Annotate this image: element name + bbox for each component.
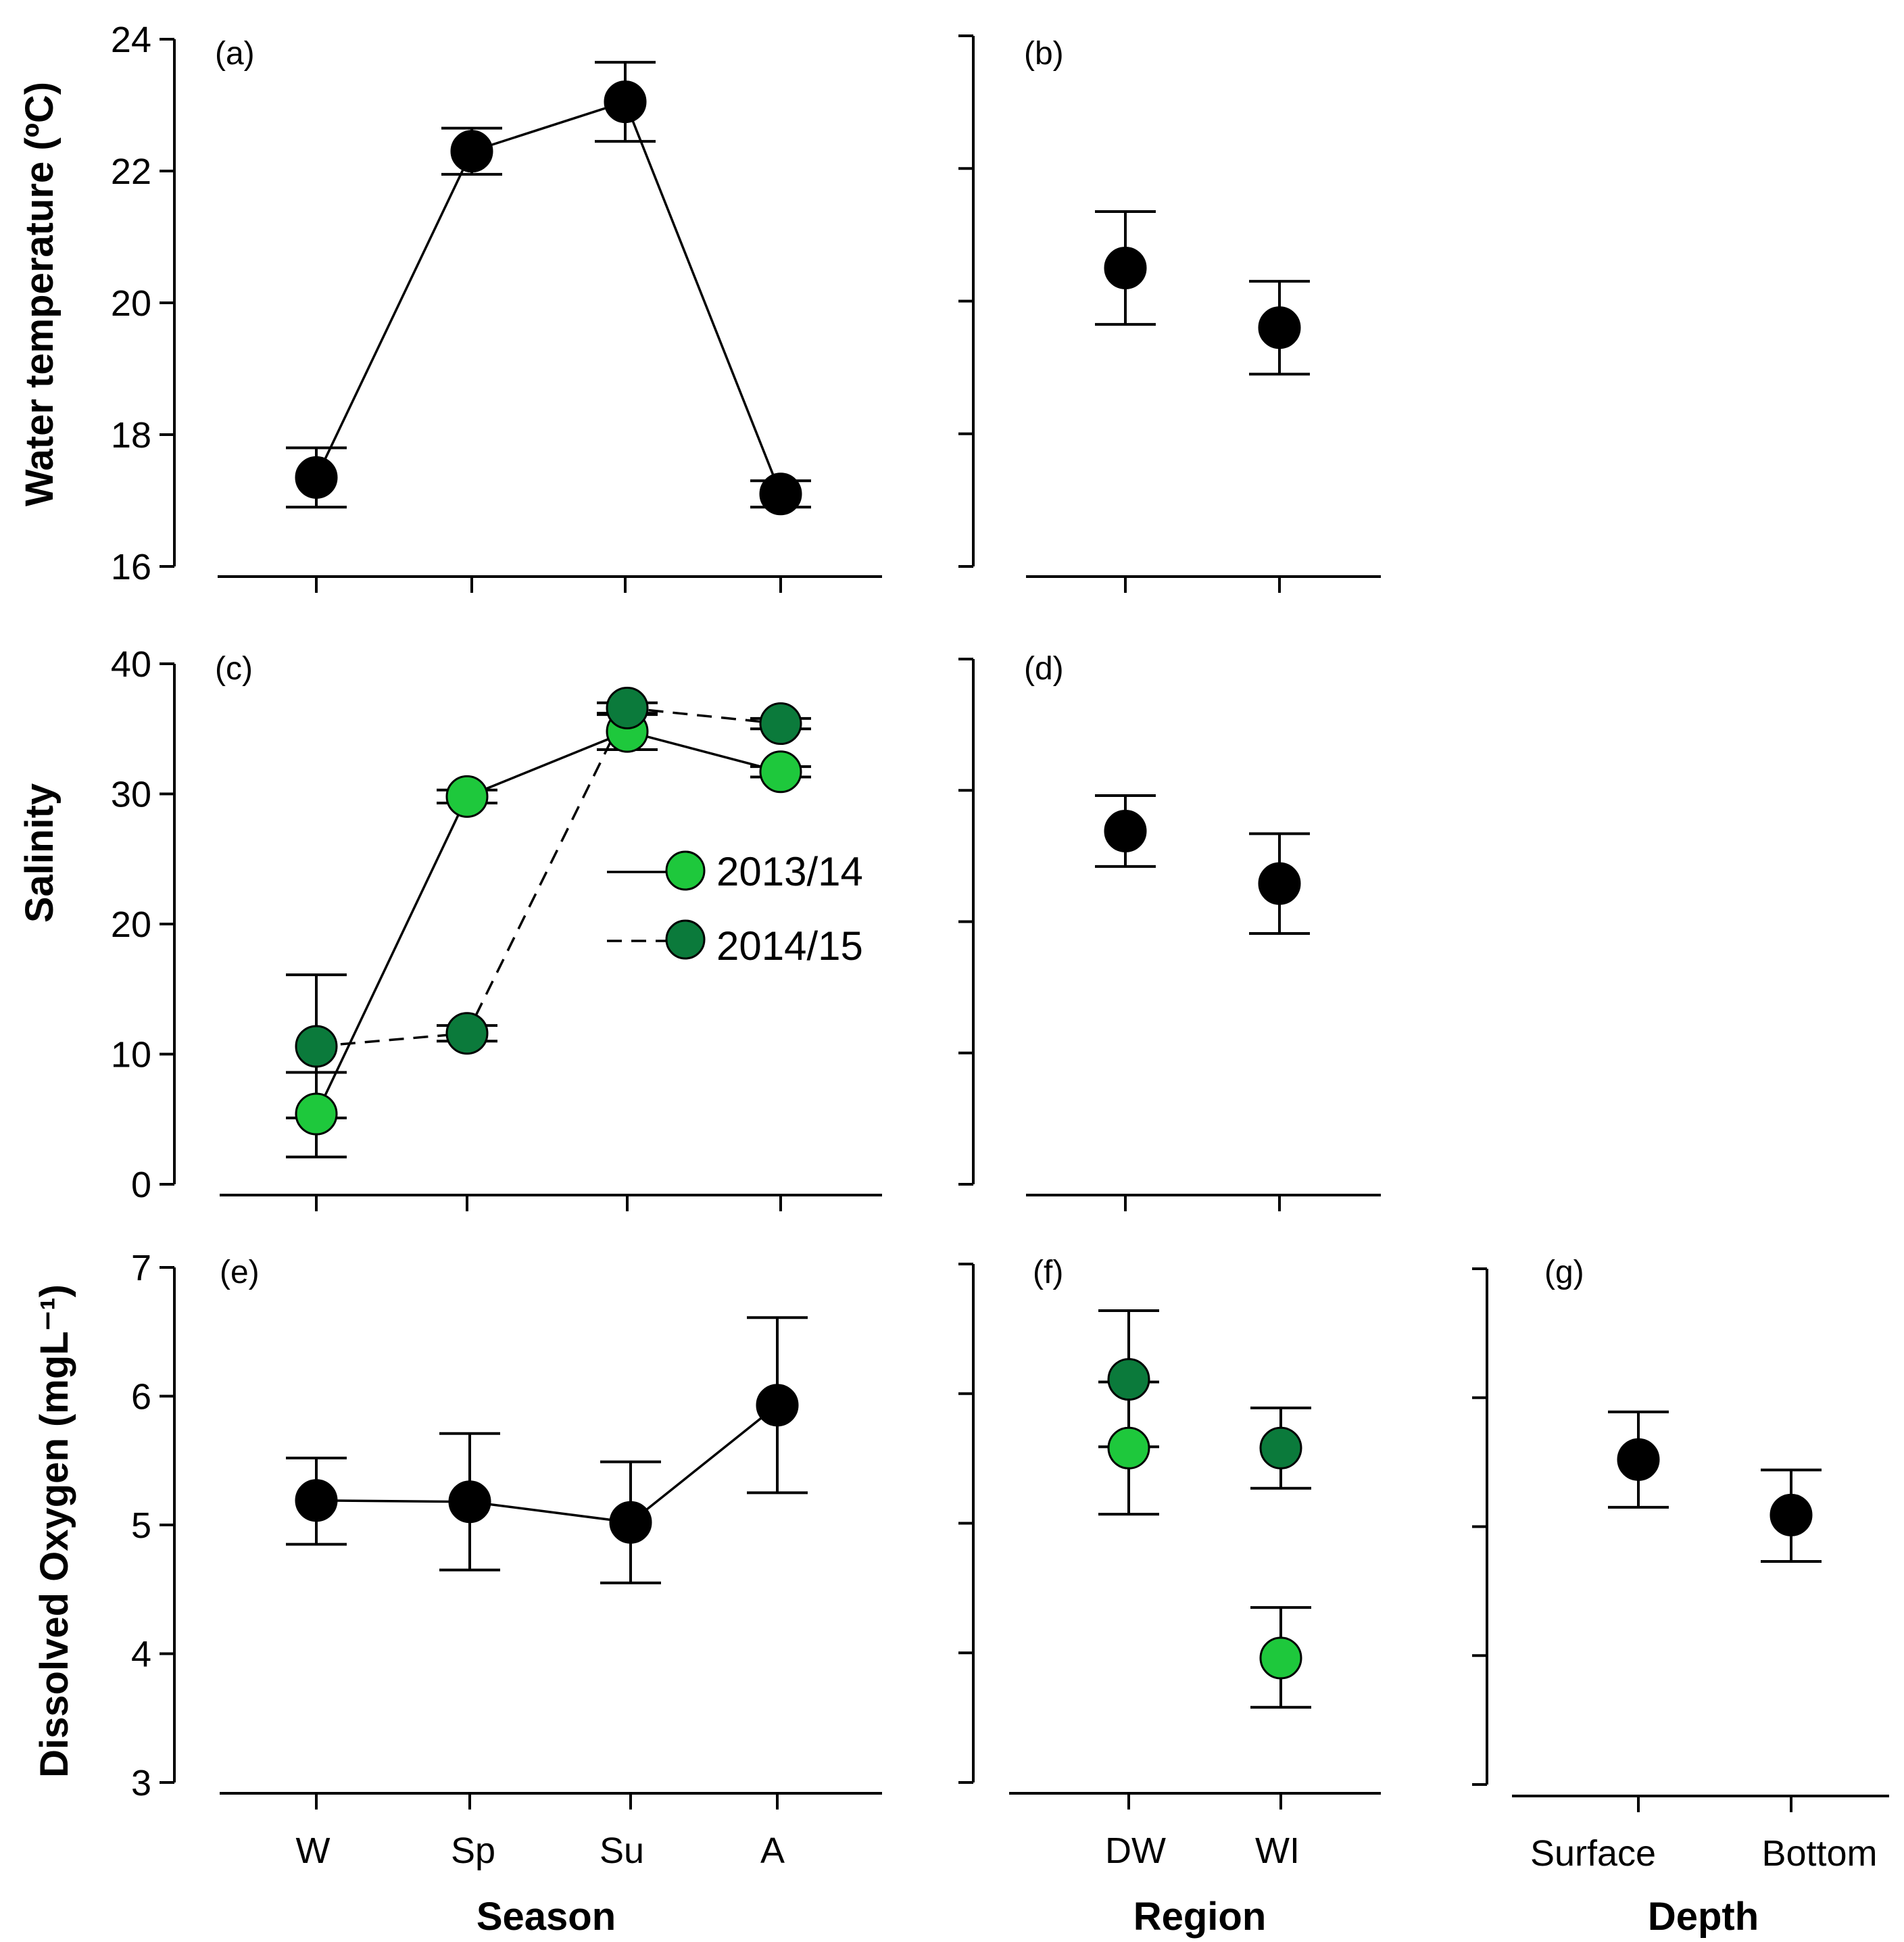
panel-e-category-sp: Sp bbox=[451, 1830, 495, 1871]
x-axis-title-region: Region bbox=[1133, 1895, 1267, 1939]
panel-d-label: (d) bbox=[1024, 651, 1064, 687]
panel-e-category-a: A bbox=[760, 1830, 785, 1871]
panel-c-ytick-label-40: 40 bbox=[111, 644, 151, 685]
panel-d-mean-dw-point bbox=[1104, 809, 1147, 852]
panel-c-2014-15-w-point bbox=[295, 1025, 338, 1068]
panel-e: 3 4 5 6 7 W Sp Su A (e) bbox=[131, 1248, 882, 1871]
panel-e-ytick-label-3: 3 bbox=[131, 1763, 151, 1803]
panel-g-category-bottom: Bottom bbox=[1761, 1833, 1877, 1874]
panel-c-2014-15-sp-point bbox=[445, 1012, 489, 1055]
panel-b: (b) bbox=[958, 34, 1381, 593]
panel-f-2014-15-dw-point bbox=[1107, 1358, 1150, 1401]
panel-b-mean-dw-point bbox=[1104, 246, 1147, 289]
y-axis-title-temperature: Water temperature (ºC) bbox=[18, 82, 62, 506]
panel-c-ytick-label-10: 10 bbox=[111, 1035, 151, 1075]
panel-f-2013-14-wi-point bbox=[1259, 1636, 1302, 1680]
panel-a-mean-su-point bbox=[604, 80, 647, 124]
panel-a-ytick-label-24: 24 bbox=[111, 20, 151, 60]
panel-g-mean-surface-point bbox=[1617, 1438, 1660, 1481]
panel-c-ytick-label-0: 0 bbox=[131, 1165, 151, 1205]
panel-a-mean-a-point bbox=[759, 472, 802, 516]
panel-e-category-w: W bbox=[296, 1830, 331, 1871]
legend-marker-2014-15 bbox=[665, 919, 706, 960]
panel-c-2013-14-sp-point bbox=[445, 775, 489, 818]
panel-c-2014-15-a-point bbox=[759, 702, 802, 746]
panel-f-label: (f) bbox=[1033, 1255, 1063, 1290]
panel-e-mean-su-point bbox=[609, 1501, 652, 1544]
panel-a-label: (a) bbox=[215, 36, 255, 72]
panel-c-label: (c) bbox=[215, 651, 253, 687]
panel-a-mean-w-point bbox=[295, 456, 338, 499]
panel-e-mean-w-point bbox=[295, 1479, 338, 1522]
panel-d: (d) bbox=[958, 651, 1381, 1211]
panel-e-ytick-label-5: 5 bbox=[131, 1505, 151, 1546]
panel-a: 16 18 20 22 24 (a) bbox=[111, 20, 882, 593]
panel-c: 0 10 20 30 40 (c) bbox=[111, 644, 882, 1211]
panel-a-ytick-label-20: 20 bbox=[111, 283, 151, 324]
panel-f-category-wi: WI bbox=[1255, 1830, 1300, 1871]
panel-g: Surface Bottom (g) bbox=[1472, 1255, 1889, 1874]
panel-e-ytick-label-4: 4 bbox=[131, 1634, 151, 1675]
panel-d-mean-wi-point bbox=[1258, 862, 1301, 905]
panel-c-series-2014-15-line bbox=[316, 706, 781, 1048]
legend-label-2013-14: 2013/14 bbox=[716, 849, 863, 894]
panel-g-category-surface: Surface bbox=[1530, 1833, 1656, 1874]
panel-b-label: (b) bbox=[1024, 36, 1064, 72]
panel-a-mean-sp-point bbox=[450, 130, 493, 173]
legend-label-2014-15: 2014/15 bbox=[716, 923, 863, 969]
panel-c-2014-15-su-point bbox=[606, 686, 649, 729]
panel-e-label: (e) bbox=[220, 1255, 260, 1290]
panel-e-ytick-label-6: 6 bbox=[131, 1377, 151, 1417]
panel-f: DW WI (f) bbox=[958, 1255, 1381, 1871]
panel-a-series-mean-line bbox=[315, 100, 782, 495]
panel-e-category-su: Su bbox=[600, 1830, 644, 1871]
panel-g-label: (g) bbox=[1544, 1255, 1584, 1290]
panel-b-mean-wi-point bbox=[1258, 306, 1301, 349]
panel-c-ytick-label-30: 30 bbox=[111, 775, 151, 815]
panel-c-2013-14-w-point bbox=[295, 1092, 338, 1136]
legend-marker-2013-14 bbox=[665, 850, 706, 891]
y-axis-title-salinity: Salinity bbox=[18, 783, 62, 923]
panel-c-series-2013-14-line bbox=[315, 730, 781, 1115]
panel-f-2013-14-dw-point bbox=[1107, 1426, 1150, 1470]
y-axis-title-oxygen: Dissolved Oxygen (mgL⁻¹) bbox=[32, 1284, 76, 1778]
x-axis-title-season: Season bbox=[477, 1895, 616, 1939]
panel-e-mean-sp-point bbox=[448, 1480, 491, 1524]
panel-f-2014-15-wi-point bbox=[1259, 1426, 1302, 1470]
x-axis-title-depth: Depth bbox=[1648, 1895, 1759, 1939]
panel-e-mean-a-point bbox=[756, 1384, 799, 1427]
panels: 16 18 20 22 24 (a) (b) 0 10 20 30 40 (c) (d) 3 4 5 6 7 W Sp S… bbox=[111, 20, 1889, 1874]
panel-a-ytick-label-16: 16 bbox=[111, 547, 151, 587]
panel-e-ytick-label-7: 7 bbox=[131, 1248, 151, 1288]
panel-f-category-dw: DW bbox=[1105, 1830, 1166, 1871]
panel-a-ytick-label-18: 18 bbox=[111, 415, 151, 456]
legend: 2013/14 2014/15 bbox=[607, 849, 863, 969]
panel-c-2013-14-a-point bbox=[759, 750, 802, 794]
panel-e-series-mean-line bbox=[316, 1404, 779, 1524]
panel-g-mean-bottom-point bbox=[1769, 1493, 1813, 1536]
panel-c-ytick-label-20: 20 bbox=[111, 904, 151, 945]
panel-a-ytick-label-22: 22 bbox=[111, 151, 151, 192]
